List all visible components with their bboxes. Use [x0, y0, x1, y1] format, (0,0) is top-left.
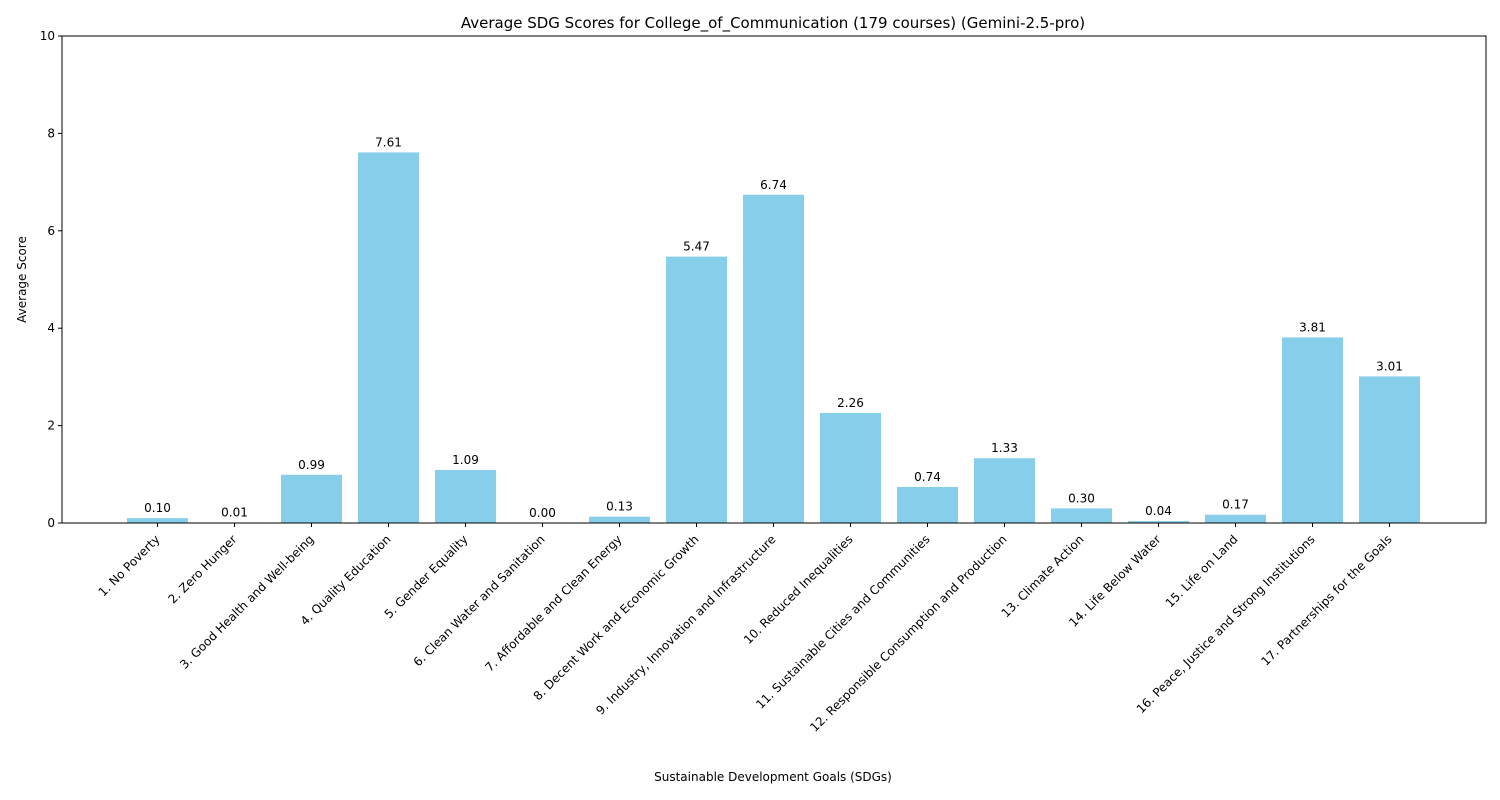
- bar: [1205, 514, 1266, 523]
- bar-value-label: 0.00: [529, 506, 556, 520]
- bar-value-label: 1.09: [452, 453, 479, 467]
- bar: [1128, 521, 1189, 523]
- x-tick-label: 16. Peace, Justice and Strong Institutio…: [1134, 532, 1318, 716]
- x-tick-label: 2. Zero Hunger: [165, 532, 239, 606]
- x-tick-label: 11. Sustainable Cities and Communities: [753, 532, 932, 711]
- y-tick-label: 6: [47, 224, 55, 238]
- bar-value-label: 3.01: [1376, 359, 1403, 373]
- x-tick-label: 15. Life on Land: [1163, 532, 1241, 610]
- chart-title: Average SDG Scores for College_of_Commun…: [461, 14, 1085, 33]
- bar-value-label: 0.17: [1222, 498, 1249, 512]
- y-tick-label: 0: [47, 516, 55, 530]
- plot-frame: [61, 35, 1487, 524]
- bar: [974, 458, 1035, 523]
- y-tick-label: 2: [47, 419, 55, 433]
- bar: [743, 194, 804, 523]
- bar: [358, 152, 419, 523]
- y-tick-label: 10: [40, 29, 55, 43]
- bars-group: 0.10 0.01 0.99 7.61 1.09 0.00 0.13 5.47 6.74 2.26…: [127, 135, 1420, 523]
- x-axis-label: Sustainable Development Goals (SDGs): [654, 770, 892, 784]
- x-tick-label: 6. Clean Water and Sanitation: [411, 532, 548, 669]
- bar-value-label: 2.26: [837, 396, 864, 410]
- bar: [820, 412, 881, 523]
- x-tick-label: 17. Partnerships for the Goals: [1258, 532, 1394, 668]
- y-tick-label: 4: [47, 321, 55, 335]
- x-tick-label: 3. Good Health and Well-being: [177, 532, 317, 672]
- bar-value-label: 0.04: [1145, 504, 1172, 518]
- bar: [1359, 376, 1420, 523]
- y-tick-label: 8: [47, 126, 55, 140]
- bar-value-label: 0.30: [1068, 491, 1095, 505]
- bar-value-label: 0.13: [606, 500, 633, 514]
- bar: [897, 486, 958, 523]
- bar: [1051, 508, 1112, 523]
- bar-value-label: 7.61: [375, 135, 402, 149]
- x-tick-label: 9. Industry, Innovation and Infrastructu…: [593, 532, 778, 717]
- bar-value-label: 0.10: [144, 501, 171, 515]
- x-tick-label: 7. Affordable and Clean Energy: [482, 532, 624, 674]
- bar-value-label: 0.01: [221, 506, 248, 520]
- bar: [666, 256, 727, 523]
- bar-value-label: 0.99: [298, 458, 325, 472]
- x-tick-label: 13. Climate Action: [999, 532, 1087, 620]
- bar: [1282, 337, 1343, 523]
- x-tick-label: 5. Gender Equality: [382, 532, 471, 621]
- bar-value-label: 3.81: [1299, 320, 1326, 334]
- bar-value-label: 6.74: [760, 178, 787, 192]
- x-tick-label: 8. Decent Work and Economic Growth: [531, 532, 702, 703]
- bar: [281, 474, 342, 523]
- bar: [435, 469, 496, 523]
- y-axis-label: Average Score: [15, 236, 29, 323]
- bar: [589, 516, 650, 523]
- bar-value-label: 5.47: [683, 240, 710, 254]
- y-axis: 0 2 4 6 8 10: [40, 29, 62, 530]
- bar-value-label: 1.33: [991, 441, 1018, 455]
- bar-value-label: 0.74: [914, 470, 941, 484]
- bar: [127, 518, 188, 523]
- x-tick-label: 1. No Poverty: [96, 532, 163, 599]
